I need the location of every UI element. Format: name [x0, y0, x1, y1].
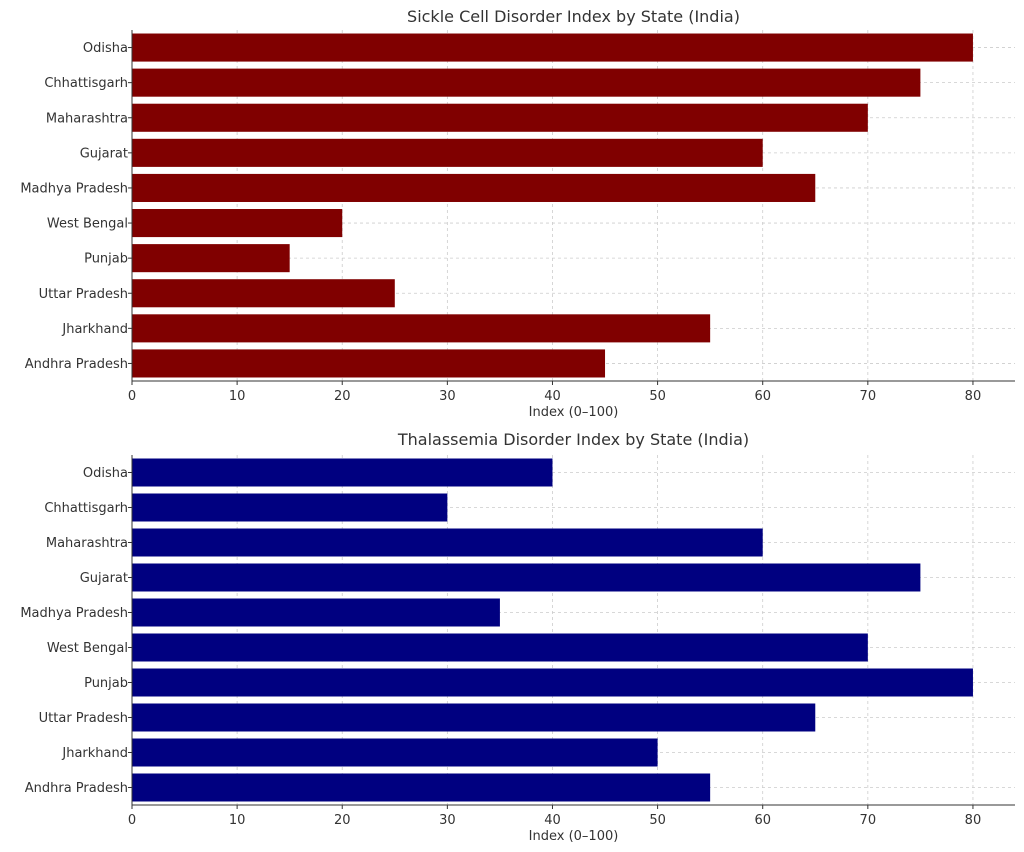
x-tick-label: 20 — [334, 389, 351, 404]
bar-uttar-pradesh — [132, 703, 816, 732]
chart-title: Thalassemia Disorder Index by State (Ind… — [397, 430, 749, 449]
y-tick-label: Jharkhand — [61, 746, 128, 761]
x-tick-label: 40 — [544, 389, 561, 404]
chart-1: Sickle Cell Disorder Index by State (Ind… — [20, 7, 1015, 420]
chart-2: Thalassemia Disorder Index by State (Ind… — [20, 430, 1015, 844]
x-axis-label: Index (0–100) — [529, 405, 619, 420]
x-axis-label: Index (0–100) — [529, 829, 619, 844]
bar-gujarat — [132, 138, 763, 167]
bar-gujarat — [132, 563, 921, 592]
chart-title: Sickle Cell Disorder Index by State (Ind… — [407, 7, 740, 26]
y-tick-label: West Bengal — [47, 641, 128, 656]
x-tick-label: 30 — [439, 813, 456, 828]
bar-madhya-pradesh — [132, 598, 500, 627]
x-tick-label: 80 — [965, 813, 982, 828]
bar-odisha — [132, 33, 973, 62]
y-tick-label: Jharkhand — [61, 322, 128, 337]
bar-andhra-pradesh — [132, 773, 711, 802]
bar-andhra-pradesh — [132, 349, 606, 378]
bar-punjab — [132, 244, 290, 273]
x-tick-label: 0 — [128, 813, 136, 828]
bar-west-bengal — [132, 633, 868, 662]
y-tick-label: Maharashtra — [46, 536, 128, 551]
x-tick-label: 30 — [439, 389, 456, 404]
y-tick-label: Gujarat — [80, 571, 128, 586]
y-tick-label: Madhya Pradesh — [20, 181, 128, 196]
bar-jharkhand — [132, 314, 711, 343]
x-tick-label: 60 — [754, 389, 771, 404]
y-tick-label: Punjab — [84, 252, 128, 267]
bar-maharashtra — [132, 103, 868, 132]
x-tick-label: 60 — [754, 813, 771, 828]
x-tick-label: 40 — [544, 813, 561, 828]
y-tick-label: West Bengal — [47, 217, 128, 232]
bar-jharkhand — [132, 738, 658, 767]
y-tick-label: Maharashtra — [46, 111, 128, 126]
y-tick-label: Gujarat — [80, 146, 128, 161]
bar-uttar-pradesh — [132, 279, 395, 308]
x-tick-label: 20 — [334, 813, 351, 828]
bar-chhattisgarh — [132, 68, 921, 97]
bar-punjab — [132, 668, 973, 697]
y-tick-label: Odisha — [83, 41, 128, 56]
x-tick-label: 70 — [860, 813, 877, 828]
x-tick-label: 50 — [649, 389, 666, 404]
x-tick-label: 50 — [649, 813, 666, 828]
y-tick-label: Uttar Pradesh — [39, 711, 128, 726]
x-tick-label: 80 — [965, 389, 982, 404]
bar-west-bengal — [132, 209, 343, 238]
y-tick-label: Chhattisgarh — [44, 501, 128, 516]
y-tick-label: Madhya Pradesh — [20, 606, 128, 621]
y-tick-label: Andhra Pradesh — [25, 781, 128, 796]
x-tick-label: 10 — [229, 389, 246, 404]
x-tick-label: 70 — [860, 389, 877, 404]
y-tick-label: Odisha — [83, 466, 128, 481]
bar-madhya-pradesh — [132, 173, 816, 202]
bar-maharashtra — [132, 528, 763, 557]
y-tick-label: Chhattisgarh — [44, 76, 128, 91]
y-tick-label: Punjab — [84, 676, 128, 691]
x-tick-label: 10 — [229, 813, 246, 828]
bar-chhattisgarh — [132, 493, 448, 522]
y-tick-label: Uttar Pradesh — [39, 287, 128, 302]
bar-odisha — [132, 458, 553, 487]
y-tick-label: Andhra Pradesh — [25, 357, 128, 372]
x-tick-label: 0 — [128, 389, 136, 404]
